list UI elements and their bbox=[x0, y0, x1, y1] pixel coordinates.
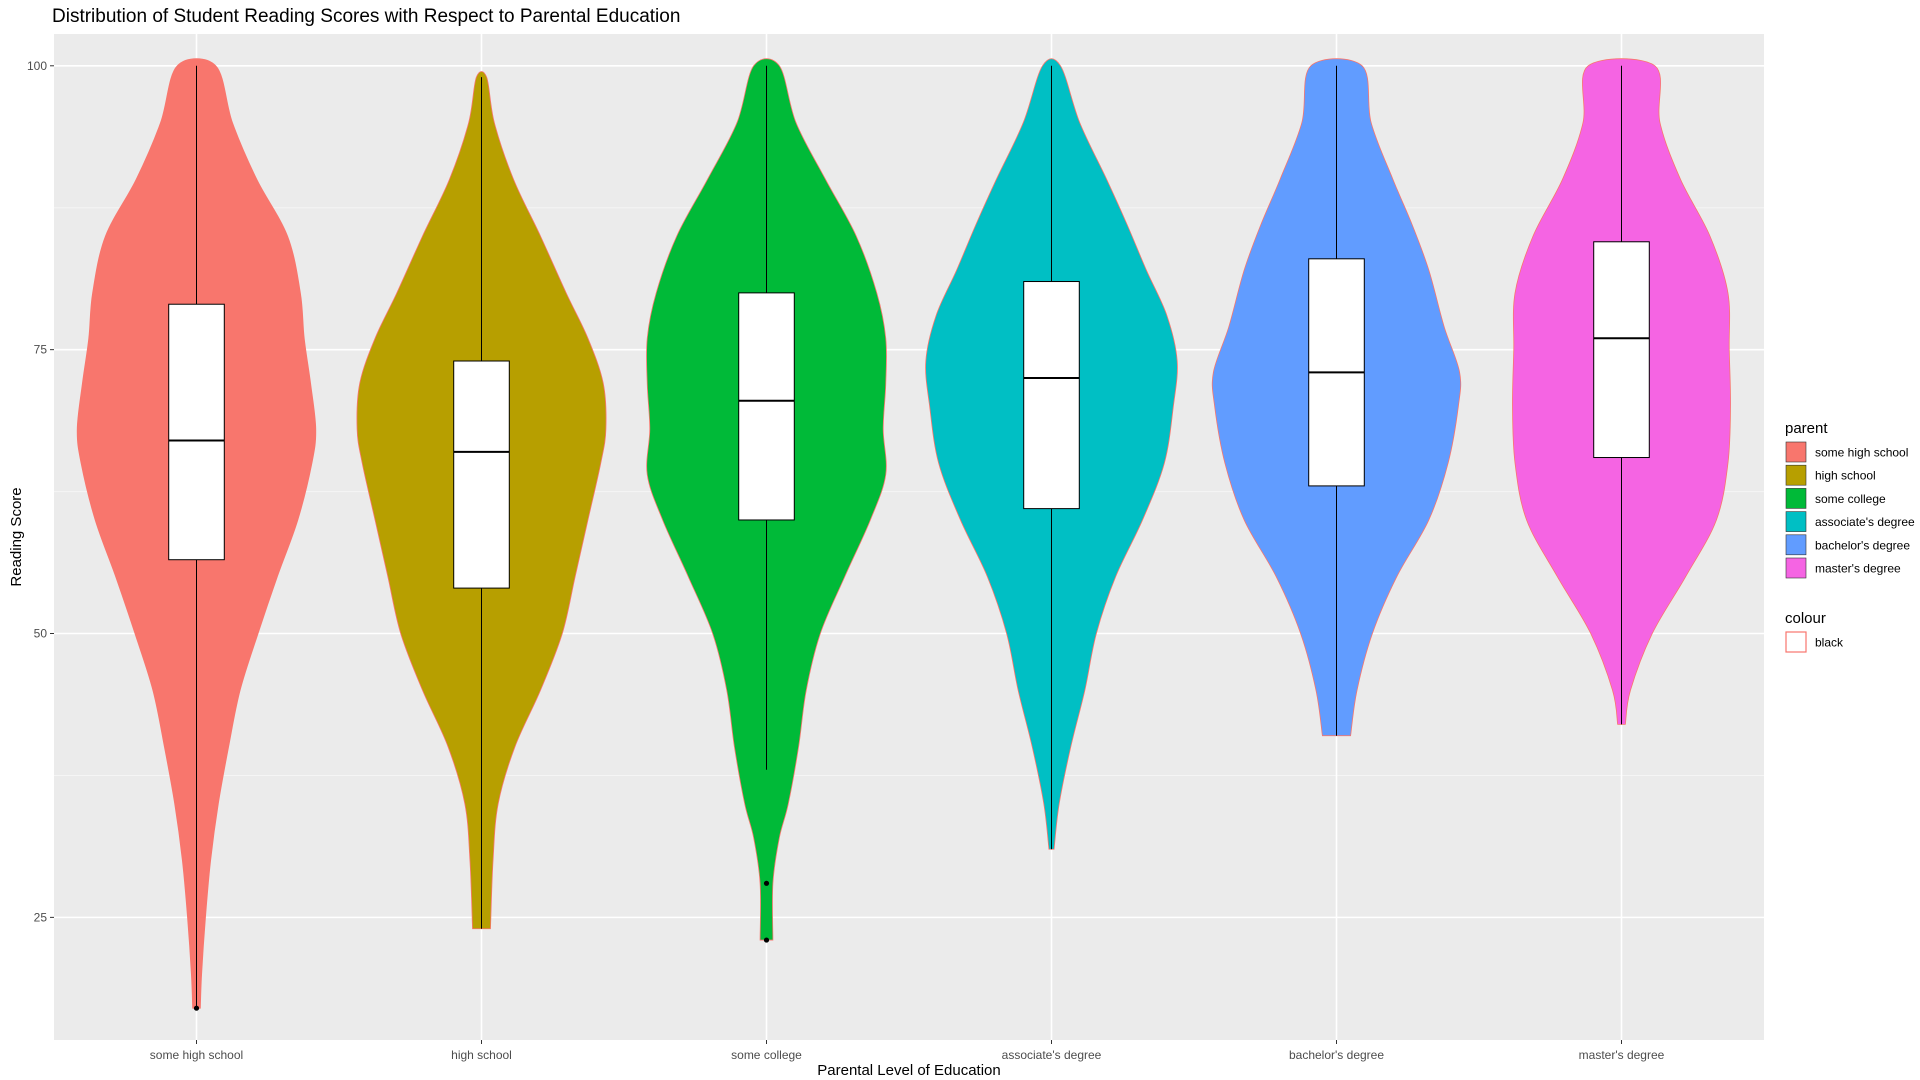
legend-key-high-school bbox=[1785, 464, 1807, 486]
legend-key-associate-s-degree bbox=[1785, 511, 1807, 532]
boxplot-layer bbox=[168, 65, 1650, 1011]
outlier-point-some-high-school bbox=[193, 1005, 200, 1011]
legend-key-master-s-degree bbox=[1785, 557, 1807, 579]
legend-title-colour: colour bbox=[1785, 610, 1826, 627]
legend-label-high-school: high school bbox=[1815, 469, 1876, 483]
x-tick-label-associate-s-degree: associate's degree bbox=[1002, 1048, 1102, 1062]
y-tick-label: 50 bbox=[34, 627, 48, 641]
legend-label-black: black bbox=[1815, 636, 1844, 650]
legend: parent some high school high school some co… bbox=[1785, 420, 1915, 653]
legend-label-bachelor-s-degree: bachelor's degree bbox=[1815, 538, 1910, 552]
legend-label-associate-s-degree: associate's degree bbox=[1815, 515, 1915, 529]
box-some-high-school bbox=[168, 303, 225, 561]
legend-label-some-high-school: some high school bbox=[1815, 446, 1908, 460]
box-master-s-degree bbox=[1593, 241, 1650, 459]
box-some-college bbox=[738, 292, 795, 521]
y-tick-label: 100 bbox=[27, 59, 47, 73]
y-axis: 25 50 75 100 bbox=[27, 59, 54, 924]
x-axis-title: Parental Level of Education bbox=[817, 1062, 1000, 1079]
x-tick-label-some-college: some college bbox=[731, 1048, 802, 1062]
outlier-point-some-college bbox=[763, 880, 770, 886]
y-axis-title: Reading Score bbox=[8, 487, 25, 586]
box-associate-s-degree bbox=[1023, 281, 1080, 510]
box-high-school bbox=[453, 360, 510, 589]
legend-key-some-college bbox=[1785, 488, 1807, 509]
legend-label-some-college: some college bbox=[1815, 492, 1886, 506]
y-tick-label: 25 bbox=[34, 910, 48, 924]
plot-panel bbox=[54, 34, 1764, 1040]
x-tick-label-bachelor-s-degree: bachelor's degree bbox=[1289, 1048, 1384, 1062]
legend-key-black bbox=[1785, 631, 1807, 653]
legend-title-parent: parent bbox=[1785, 420, 1828, 437]
x-tick-label-some-high-school: some high school bbox=[150, 1048, 243, 1062]
legend-key-some-high-school bbox=[1785, 441, 1807, 463]
chart-title: Distribution of Student Reading Scores w… bbox=[52, 6, 680, 27]
legend-key-bachelor-s-degree bbox=[1785, 534, 1807, 556]
outlier-point-some-college bbox=[763, 937, 770, 943]
x-tick-label-master-s-degree: master's degree bbox=[1579, 1048, 1665, 1062]
legend-label-master-s-degree: master's degree bbox=[1815, 562, 1901, 576]
y-tick-label: 75 bbox=[34, 343, 48, 357]
minor-gridlines bbox=[54, 207, 1764, 776]
x-axis: some high school high school some college a… bbox=[150, 1040, 1665, 1062]
x-tick-label-high-school: high school bbox=[451, 1048, 512, 1062]
